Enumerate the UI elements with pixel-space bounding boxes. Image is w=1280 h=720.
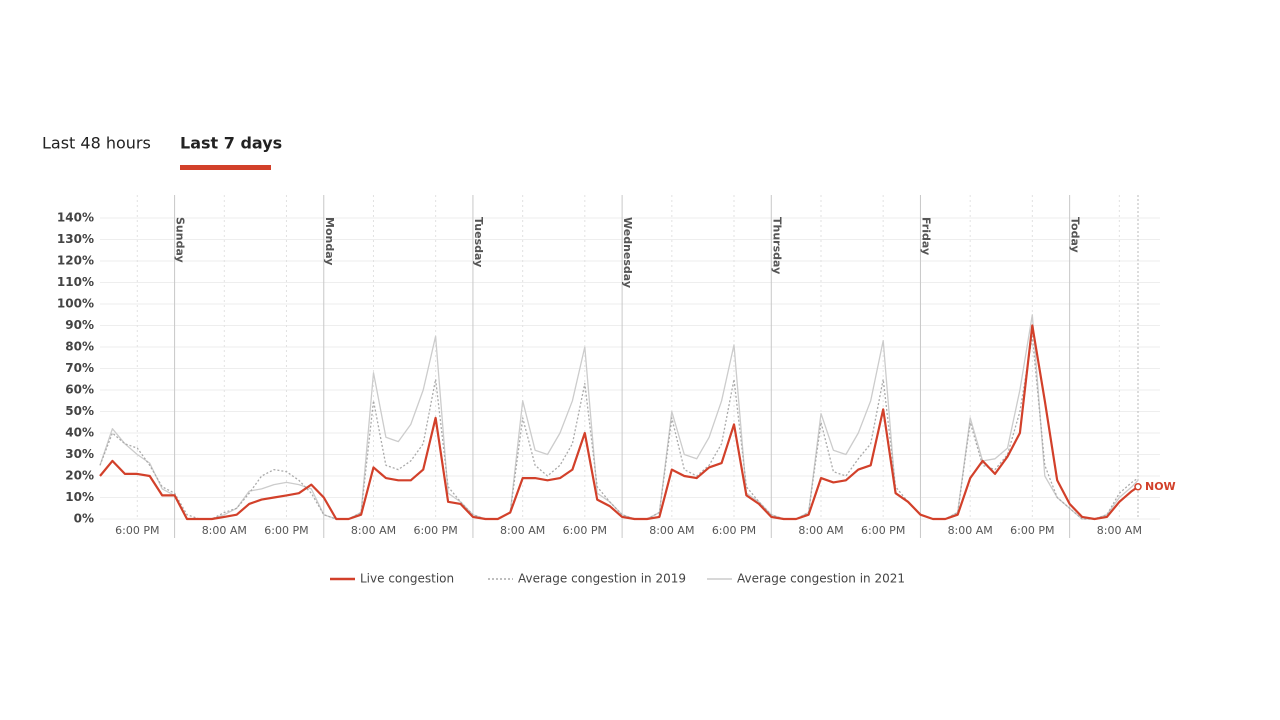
series-line: [99, 335, 1139, 520]
day-label: Tuesday: [472, 217, 485, 267]
y-tick-label: 10%: [65, 490, 94, 504]
y-tick-label: 40%: [65, 426, 94, 440]
x-tick-label: 8:00 AM: [1097, 524, 1142, 537]
x-tick-label: 6:00 PM: [712, 524, 756, 537]
x-tick-label: 6:00 PM: [563, 524, 607, 537]
now-point: [1134, 483, 1142, 491]
x-tick-label: 8:00 AM: [948, 524, 993, 537]
y-tick-label: 30%: [65, 447, 94, 461]
x-tick-label: 6:00 PM: [264, 524, 308, 537]
y-tick-label: 120%: [57, 254, 94, 268]
tab[interactable]: Last 48 hours: [42, 134, 151, 153]
x-tick-label: 6:00 PM: [413, 524, 457, 537]
day-label: Today: [1069, 217, 1082, 253]
day-label: Thursday: [770, 217, 783, 274]
y-tick-label: 140%: [57, 211, 94, 225]
y-tick-label: 100%: [57, 297, 94, 311]
x-tick-label: 8:00 AM: [798, 524, 843, 537]
y-tick-label: 110%: [57, 275, 94, 289]
now-label: NOW: [1145, 480, 1176, 493]
day-label: Monday: [323, 217, 336, 265]
x-tick-label: 6:00 PM: [861, 524, 905, 537]
y-tick-label: 60%: [65, 383, 94, 397]
x-tick-label: 8:00 AM: [500, 524, 545, 537]
y-tick-label: 0%: [74, 512, 94, 526]
legend-label: Live congestion: [360, 572, 454, 586]
day-label: Friday: [919, 217, 932, 255]
tab[interactable]: Last 7 days: [180, 134, 282, 153]
y-tick-label: 80%: [65, 340, 94, 354]
legend-label: Average congestion in 2021: [737, 572, 905, 586]
x-tick-label: 6:00 PM: [1010, 524, 1054, 537]
y-tick-label: 20%: [65, 469, 94, 483]
series-line: [99, 324, 1139, 521]
y-tick-label: 50%: [65, 404, 94, 418]
y-tick-label: 90%: [65, 318, 94, 332]
x-tick-label: 6:00 PM: [115, 524, 159, 537]
x-tick-label: 8:00 AM: [351, 524, 396, 537]
legend-label: Average congestion in 2019: [518, 572, 686, 586]
day-label: Wednesday: [621, 217, 634, 288]
tab-underline: [180, 165, 271, 170]
day-label: Sunday: [174, 217, 187, 263]
x-tick-label: 8:00 AM: [649, 524, 694, 537]
y-tick-label: 70%: [65, 361, 94, 375]
x-tick-label: 8:00 AM: [202, 524, 247, 537]
y-tick-label: 130%: [57, 232, 94, 246]
series-line: [99, 314, 1139, 520]
